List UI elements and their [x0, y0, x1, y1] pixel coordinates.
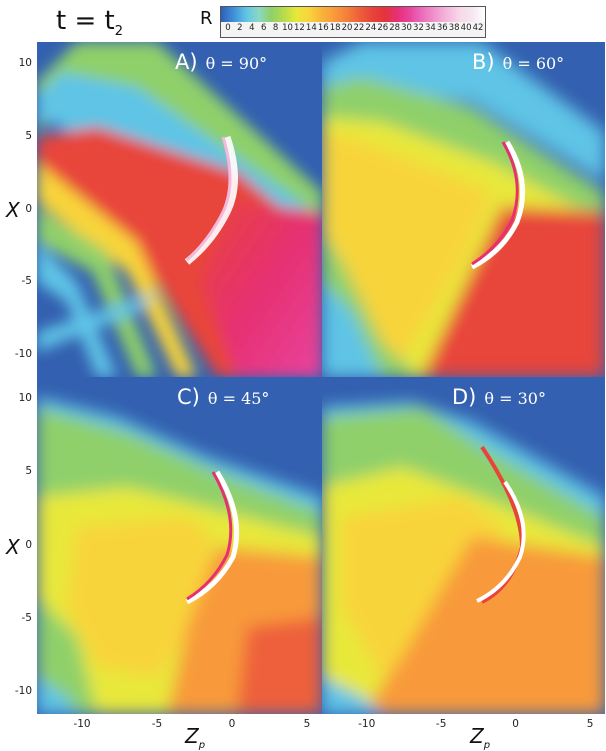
- y-tick-label: -10: [14, 348, 32, 361]
- x-axis-label-right: Zp: [470, 724, 491, 751]
- colorbar-tick: 30: [401, 23, 412, 33]
- colorbar-tick: 36: [436, 23, 448, 33]
- y-tick-label: 5: [25, 129, 32, 142]
- panel-a-label: A) θ = 90°: [175, 50, 268, 74]
- colorbar-tick: 8: [272, 23, 279, 33]
- colorbar-tick: 42: [472, 23, 484, 33]
- x-tick-label: -10: [73, 718, 91, 730]
- colorbar-tick: 12: [294, 23, 305, 33]
- colorbar-tick: 34: [424, 23, 436, 33]
- y-axis-label-bottom: X: [6, 535, 20, 559]
- y-axis-label-top: X: [6, 198, 20, 222]
- panel-c-heatmap: [37, 377, 322, 714]
- x-axis-label-left: Zp: [185, 724, 206, 751]
- colorbar-tick: 26: [377, 23, 389, 33]
- panel-c: C) θ = 45°: [37, 377, 322, 714]
- colorbar-tick: 24: [365, 23, 377, 33]
- panel-d: D) θ = 30°: [322, 377, 605, 714]
- x-tick-label: 5: [586, 718, 594, 730]
- colorbar-tick: 4: [249, 23, 255, 33]
- colorbar-tick: 0: [225, 23, 231, 33]
- colorbar-tick: 22: [353, 23, 365, 33]
- panel-d-heatmap: [322, 377, 605, 714]
- x-tick-label: -5: [435, 718, 447, 730]
- time-label: t = t2: [56, 6, 123, 40]
- panel-a: A) θ = 90°: [37, 42, 322, 377]
- colorbar-tick: 16: [317, 23, 329, 33]
- x-tick-label: -5: [151, 718, 163, 730]
- colorbar-tick: 6: [260, 23, 267, 33]
- colorbar-tick: 28: [389, 23, 401, 33]
- x-tick-label: 0: [228, 718, 236, 730]
- colorbar-gradient: [221, 7, 485, 22]
- y-tick-label: 0: [25, 202, 32, 215]
- panel-d-label: D) θ = 30°: [452, 385, 546, 409]
- y-tick-label: 5: [25, 465, 32, 478]
- colorbar-tick: 10: [282, 23, 293, 33]
- y-tick-label: 0: [25, 538, 32, 551]
- panel-b: B) θ = 60°: [322, 42, 605, 377]
- colorbar-tick: 14: [305, 23, 317, 33]
- x-tick-label: 0: [512, 718, 519, 730]
- colorbar-tick: 40: [460, 23, 472, 33]
- colorbar: 0 2 4 6 8 10 12 14 16 18 20 22 24 26 28 30 32 34 36 38 40 42: [220, 6, 486, 38]
- y-tick-label: -5: [21, 611, 32, 624]
- y-tick-label: 10: [18, 56, 32, 69]
- panel-c-label: C) θ = 45°: [177, 385, 270, 409]
- colorbar-tick: 2: [237, 23, 243, 33]
- panel-b-label: B) θ = 60°: [472, 50, 565, 74]
- colorbar-ticks: 0 2 4 6 8 10 12 14 16 18 20 22 24 26 28 30 32 34 36 38 40 42: [221, 22, 485, 37]
- colorbar-tick: 20: [341, 23, 353, 33]
- y-tick-label: -5: [21, 275, 32, 288]
- x-tick-label: 5: [303, 718, 311, 730]
- colorbar-tick: 32: [413, 23, 424, 33]
- y-tick-label: -10: [14, 685, 32, 698]
- y-tick-label: 10: [18, 391, 32, 404]
- x-tick-label: -10: [358, 718, 376, 730]
- colorbar-label: R: [200, 8, 213, 29]
- colorbar-tick: 18: [329, 23, 341, 33]
- colorbar-tick: 38: [448, 23, 460, 33]
- panel-a-heatmap: [37, 42, 322, 377]
- panel-b-heatmap: [322, 42, 605, 377]
